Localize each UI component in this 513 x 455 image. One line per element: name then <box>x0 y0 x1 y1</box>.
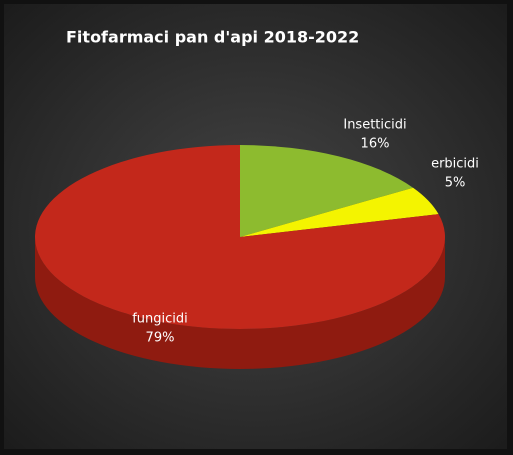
value-label: 79% <box>146 331 175 346</box>
slice-label: Insetticidi <box>343 118 406 133</box>
chart-title: Fitofarmaci pan d'api 2018-2022 <box>66 28 359 47</box>
value-label: 16% <box>361 137 390 152</box>
slice <box>240 145 414 237</box>
slice <box>35 145 446 329</box>
pie <box>35 145 446 369</box>
slice-label: fungicidi <box>132 312 188 327</box>
value-label: 5% <box>445 176 466 191</box>
slice <box>240 187 439 237</box>
slice-side <box>35 237 445 369</box>
slice-label: erbicidi <box>431 157 479 172</box>
